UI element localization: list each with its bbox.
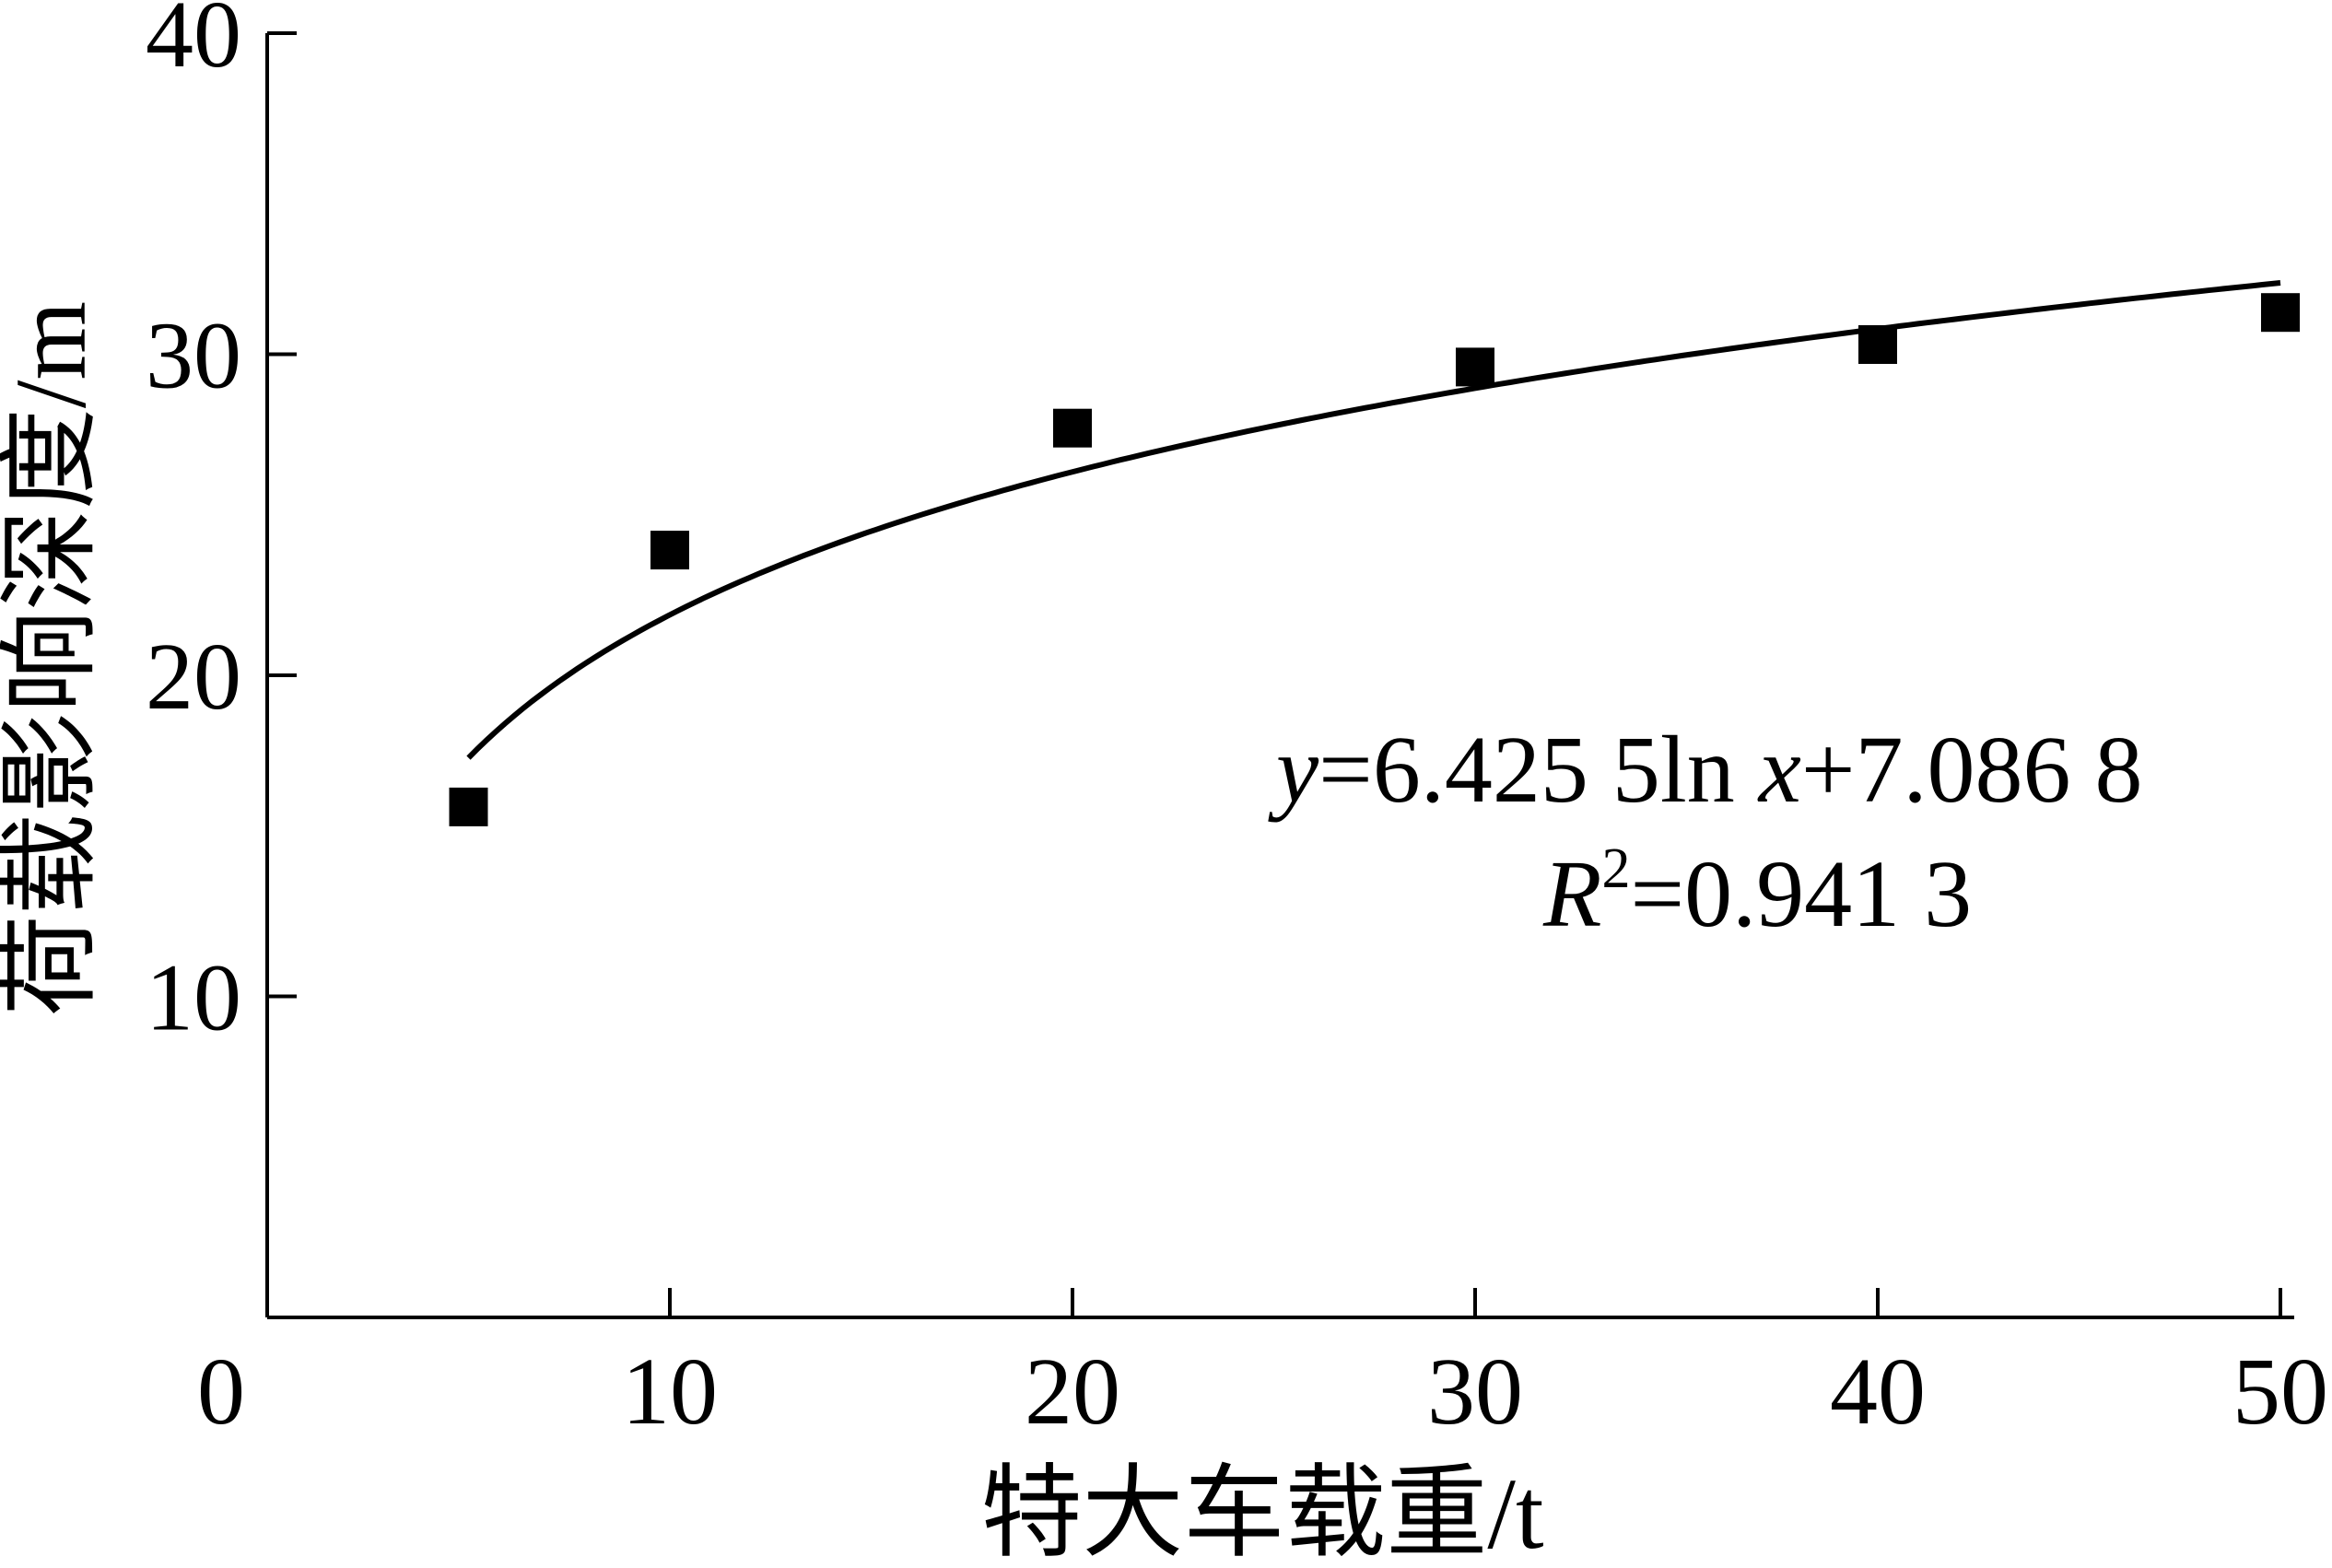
origin-label: 0 — [197, 1339, 245, 1445]
fit-curve — [466, 280, 2281, 760]
y-tick-label: 30 — [146, 303, 241, 409]
x-tick-label: 10 — [622, 1339, 718, 1445]
eq-r-rest: =0.941 3 — [1631, 841, 1973, 947]
y-axis-title: 荷载影响深度/m — [0, 301, 107, 1016]
eq-x-var: x — [1757, 717, 1801, 823]
eq-r-var: R — [1542, 841, 1602, 947]
data-point — [2261, 293, 2300, 333]
y-tick-label: 40 — [146, 0, 241, 88]
y-ticks: 10 20 30 40 — [146, 0, 297, 1051]
data-point — [1858, 325, 1897, 364]
fit-r-squared: R2=0.941 3 — [1542, 837, 1972, 947]
data-points — [449, 293, 2300, 826]
eq-y-rest: =6.425 5ln — [1318, 717, 1759, 823]
x-tick-label: 40 — [1830, 1339, 1926, 1445]
y-tick-label: 10 — [146, 945, 241, 1051]
x-tick-label: 20 — [1025, 1339, 1120, 1445]
fit-equation: y=6.425 5ln x+7.086 8 — [1268, 717, 2143, 823]
eq-r-sup: 2 — [1602, 837, 1631, 900]
data-point — [1053, 408, 1092, 448]
eq-x-rest: +7.086 8 — [1801, 717, 2143, 823]
data-point — [1456, 347, 1494, 387]
x-axis-title: 特大车载重/t — [980, 1457, 1543, 1568]
x-tick-label: 30 — [1427, 1339, 1523, 1445]
x-tick-label: 50 — [2232, 1339, 2328, 1445]
data-point — [449, 787, 488, 826]
eq-y-var: y — [1268, 717, 1319, 823]
data-point — [650, 531, 689, 570]
y-tick-label: 20 — [146, 624, 241, 730]
x-ticks: 10 20 30 40 50 — [622, 1288, 2328, 1445]
